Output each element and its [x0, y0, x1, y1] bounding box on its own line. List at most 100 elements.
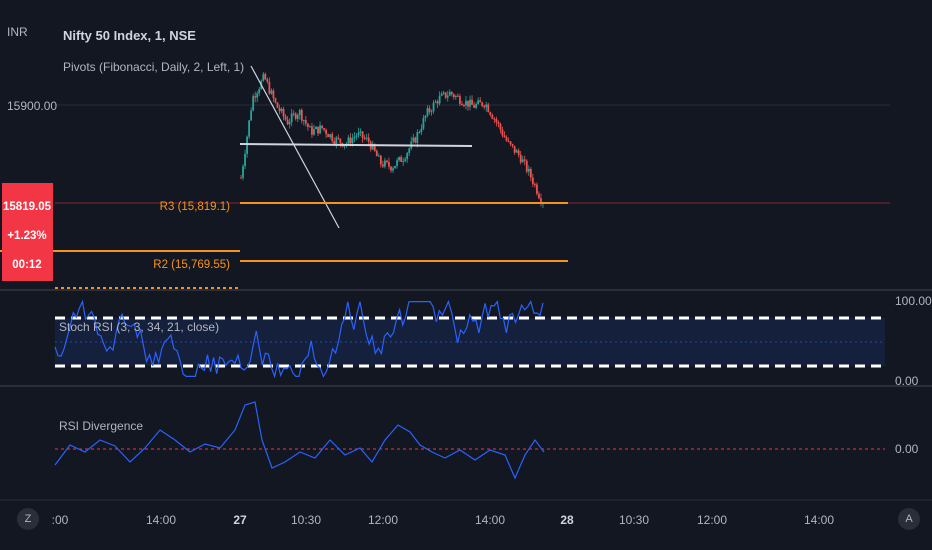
candle-body [270, 90, 273, 94]
candle-body [373, 144, 376, 151]
candle-body [296, 115, 299, 119]
candle-body [461, 103, 463, 106]
candle-body [298, 110, 301, 116]
candle-body [507, 140, 510, 142]
candle-body [424, 115, 427, 119]
candle-body [450, 91, 453, 95]
price-pane[interactable]: R3 (15,819.1) R2 (15,769.55) INR Nifty 5… [0, 25, 890, 289]
candle-body [540, 198, 542, 204]
candle-body [442, 92, 445, 94]
candle-body [375, 150, 378, 157]
candle-body [250, 110, 253, 121]
candle-body [367, 137, 370, 142]
candle-body [513, 145, 516, 153]
candle-body [485, 104, 488, 108]
candle-body [428, 108, 431, 112]
time-tick-0: :00 [52, 513, 69, 527]
candle-body [404, 159, 407, 162]
candle-body [487, 104, 490, 113]
candle-body [438, 95, 441, 104]
stoch-rsi-axis-top: 100.00 [895, 294, 932, 308]
rsi-divergence-line [54, 401, 545, 480]
zoom-button[interactable]: Z [17, 508, 39, 530]
candle-body [258, 88, 261, 94]
pivots-legend[interactable]: Pivots (Fibonacci, Daily, 2, Left, 1) [63, 60, 244, 74]
time-tick-3: 10:30 [291, 513, 321, 527]
candle-body [521, 159, 524, 163]
candle-body [327, 134, 330, 138]
candle-body [489, 112, 492, 116]
symbol-title[interactable]: Nifty 50 Index, 1, NSE [63, 28, 196, 43]
candle-body [302, 120, 305, 122]
candle-body [473, 104, 475, 108]
time-tick-9: 14:00 [804, 513, 834, 527]
candle-body [254, 96, 257, 98]
candle-body [434, 101, 437, 103]
last-price-countdown: 00:12 [12, 259, 41, 271]
time-tick-1: 14:00 [146, 513, 176, 527]
candle-body [274, 98, 277, 103]
candle-body [531, 177, 534, 185]
rsi-divergence-legend[interactable]: RSI Divergence [59, 419, 143, 433]
candle-body [264, 74, 267, 80]
candle-body [477, 100, 480, 105]
candle-body [240, 177, 242, 179]
candle-body [412, 137, 415, 142]
candle-body [351, 137, 354, 144]
candle-body [509, 141, 512, 145]
candle-body [454, 95, 457, 98]
candle-body [446, 95, 449, 98]
candle-body [499, 123, 502, 130]
candle-body [313, 129, 315, 135]
candle-body [280, 108, 283, 112]
rsi-divergence-axis-zero: 0.00 [895, 442, 919, 456]
time-tick-4: 12:00 [368, 513, 398, 527]
candle-body [306, 123, 309, 127]
candle-body [469, 99, 471, 107]
stoch-rsi-axis-bottom: 0.00 [895, 374, 919, 388]
time-tick-5: 14:00 [475, 513, 505, 527]
candle-body [523, 159, 526, 161]
candle-body [483, 105, 486, 108]
time-tick-8: 12:00 [697, 513, 727, 527]
candle-body [282, 108, 285, 117]
candle-body [388, 161, 390, 167]
candle-body [272, 90, 275, 99]
support-line-drawing[interactable] [239, 143, 473, 147]
candle-body [339, 138, 342, 143]
candle-body [309, 126, 311, 128]
stoch-rsi-legend[interactable]: Stoch RSI (3, 3, 34, 21, close) [59, 320, 219, 334]
candle-body [536, 184, 538, 194]
candle-body [286, 119, 289, 125]
candle-body [256, 93, 259, 98]
candle-body [426, 108, 429, 116]
candle-body [359, 131, 362, 133]
candle-body [394, 165, 396, 169]
candle-body [266, 79, 269, 82]
candle-body [317, 126, 319, 134]
candlestick-series [240, 71, 544, 209]
candle-body [493, 118, 496, 120]
last-price-badge-bg [2, 183, 53, 281]
candle-body [444, 92, 447, 98]
candle-body [379, 155, 382, 165]
candle-body [416, 132, 419, 143]
candle-body [422, 118, 425, 129]
candle-body [448, 91, 451, 96]
candle-body [371, 144, 374, 150]
rsi-divergence-pane[interactable]: RSI Divergence 0.00 [54, 401, 919, 480]
candle-body [244, 153, 246, 167]
trendline-drawing[interactable] [250, 65, 340, 229]
candle-body [458, 96, 461, 104]
candle-body [325, 129, 328, 135]
candle-body [420, 128, 423, 133]
stoch-rsi-pane[interactable]: Stoch RSI (3, 3, 34, 21, close) 100.00 0… [54, 294, 932, 388]
candle-body [386, 160, 388, 162]
auto-scale-button[interactable]: A [898, 508, 920, 530]
time-axis[interactable]: :00 14:00 27 10:30 12:00 14:00 28 10:30 … [52, 513, 835, 527]
candle-body [321, 125, 323, 129]
candle-body [300, 110, 303, 121]
time-tick-7: 10:30 [619, 513, 649, 527]
candle-body [440, 93, 443, 96]
